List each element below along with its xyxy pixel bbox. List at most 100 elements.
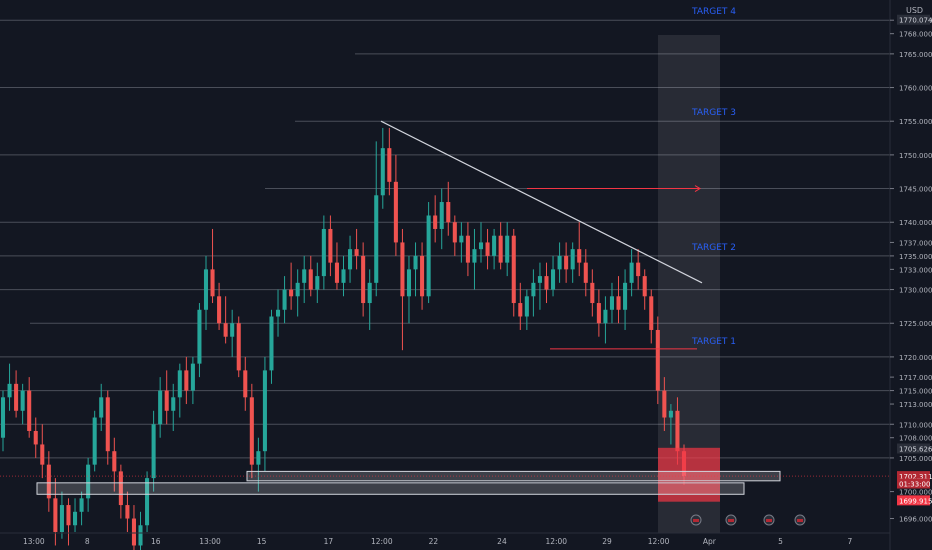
candle-body	[616, 296, 621, 310]
candle-body	[53, 498, 58, 532]
candle-body	[413, 255, 418, 270]
price-label-box	[897, 471, 930, 482]
candle-body	[328, 228, 333, 263]
candle-body	[158, 390, 163, 425]
candle-body	[485, 242, 490, 256]
candle-body	[361, 255, 366, 304]
candle-body	[564, 255, 569, 270]
candle-body	[629, 262, 634, 283]
candle-body	[92, 417, 97, 465]
annotations	[0, 120, 890, 502]
time-tick-label: 12:00	[371, 537, 393, 546]
candle-body	[472, 249, 477, 263]
candle-body	[151, 424, 156, 479]
candle-body	[544, 276, 549, 290]
price-tick-label: 1710.000	[899, 421, 932, 429]
price-tick-label: 1765.000	[899, 51, 932, 59]
candle-body	[380, 148, 385, 196]
price-tick-label: 1696.000	[899, 516, 932, 524]
time-tick-label: 16	[151, 537, 161, 546]
target-label: TARGET 4	[691, 7, 736, 17]
candle-body	[642, 276, 647, 297]
candle-body	[524, 296, 529, 317]
candle-body	[118, 471, 123, 506]
candle-body	[171, 397, 176, 411]
candle-body	[27, 390, 32, 431]
candle-body	[308, 269, 313, 290]
candle-body	[72, 511, 78, 526]
price-tick-label: 1725.000	[899, 320, 932, 328]
candle-body	[609, 296, 615, 310]
candle-body	[348, 249, 353, 270]
price-tick-label: 1740.000	[899, 219, 932, 227]
candle-body	[406, 269, 412, 297]
candle-body	[40, 444, 45, 465]
price-tick-label: 1708.000	[899, 435, 932, 443]
time-tick-label: 29	[602, 537, 612, 546]
candle-body	[275, 309, 281, 317]
price-label: 1702.311	[899, 473, 932, 481]
time-scale[interactable]: 13:00 8 16 13:00 15 17 12:00 22 24 12:00 29 12:00 Ap…	[23, 537, 853, 546]
candle-body	[577, 249, 582, 263]
candle-body	[282, 289, 287, 310]
price-label-box	[897, 478, 930, 489]
candle-body	[354, 249, 359, 256]
price-tick-label: 1768.000	[899, 31, 932, 39]
time-tick-label: 13:00	[23, 537, 45, 546]
candle-body	[596, 303, 601, 324]
candle-body	[321, 228, 326, 277]
candle-body	[583, 262, 588, 283]
target-labels: TARGET 4 TARGET 3 TARGET 2 TARGET 1	[691, 7, 736, 347]
time-tick-label: Apr	[703, 537, 717, 546]
candle-body	[197, 309, 202, 364]
candle-body	[0, 397, 6, 438]
candle-body	[33, 430, 38, 445]
candle-body	[315, 276, 320, 290]
candle-body	[603, 309, 608, 324]
candle-body	[79, 498, 84, 512]
candle-body	[511, 235, 516, 304]
candle-body	[131, 518, 136, 546]
price-label: 1699.915	[899, 497, 932, 505]
time-tick-label: 8	[85, 537, 90, 546]
candle-body	[426, 215, 431, 297]
price-tick-label: 1713.000	[899, 401, 932, 409]
candle-body	[177, 370, 182, 398]
price-label: 1770.074	[899, 17, 932, 25]
time-tick-label: 7	[848, 537, 853, 546]
candle-body	[675, 410, 680, 452]
event-flag-stripe	[693, 519, 699, 522]
price-tick-label: 1735.000	[899, 253, 932, 261]
candle-body	[105, 397, 110, 452]
price-scale[interactable]	[890, 0, 932, 550]
candle-body	[217, 296, 222, 324]
candle-body	[498, 235, 503, 263]
candle-body	[66, 505, 71, 526]
price-label: 1705.626	[899, 445, 932, 453]
candle-body	[452, 222, 457, 243]
price-tick-label: 1700.000	[899, 489, 932, 497]
price-tick-label: 1717.000	[899, 374, 932, 382]
candle-body	[478, 242, 484, 250]
candle-body	[623, 282, 628, 310]
time-tick-label: 12:00	[648, 537, 670, 546]
event-markers[interactable]	[690, 514, 806, 526]
candle-body	[668, 410, 673, 418]
time-tick-label: 12:00	[545, 537, 567, 546]
time-tick-label: 17	[324, 537, 334, 546]
candle-body	[367, 282, 372, 304]
price-tick-label: 1750.000	[899, 152, 932, 160]
candle-body	[243, 370, 248, 398]
candle-body	[420, 255, 425, 297]
candle-body	[262, 370, 267, 452]
trendline	[380, 120, 703, 284]
candle-body	[7, 383, 12, 398]
candle-body	[446, 202, 451, 223]
candle-body	[14, 383, 19, 411]
candle-body	[99, 397, 104, 418]
event-flag-stripe	[766, 519, 772, 522]
candle-body	[590, 282, 595, 304]
candle-body	[236, 323, 241, 371]
